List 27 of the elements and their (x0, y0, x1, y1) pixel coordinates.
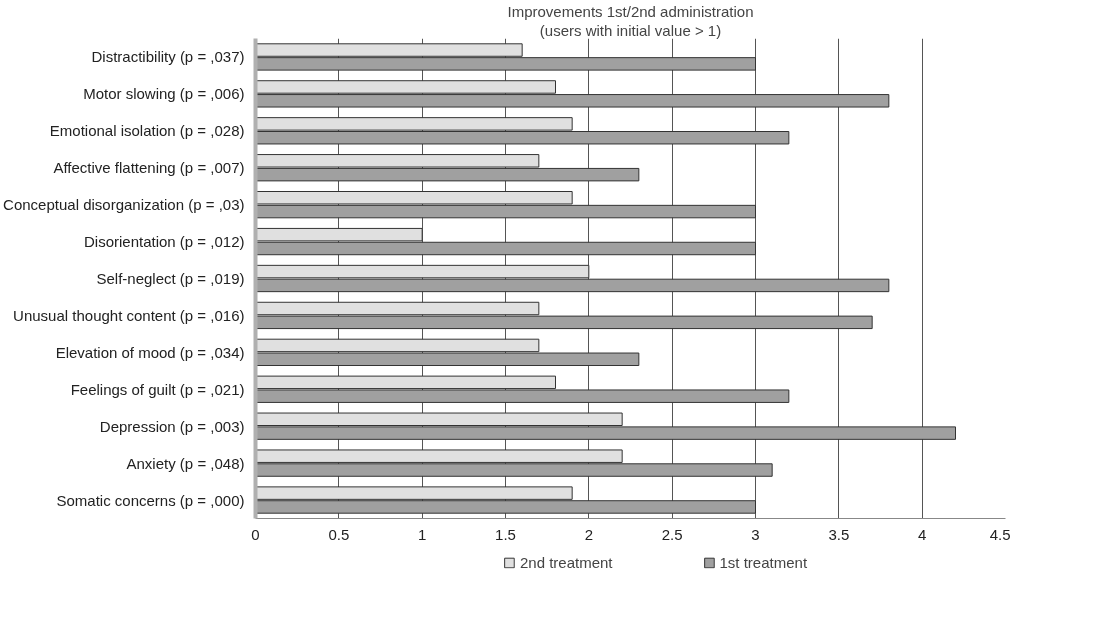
y-tick-label: Self-neglect (p = ,019) (96, 270, 245, 287)
y-tick-label: Feelings of guilt (p = ,021) (70, 380, 245, 398)
y-tick-label: Motor slowing (p = ,006) (83, 85, 245, 103)
chart-subtitle: (users with initial value > 1) (539, 21, 722, 39)
y-tick-label: Depression (p = ,003) (99, 417, 245, 435)
y-tick-label: Distractibility (p = ,037) (91, 48, 245, 66)
y-tick-label: Affective flattening (p = ,007) (53, 159, 245, 177)
x-tick-label: 0.5 (328, 525, 350, 543)
x-tick-label: 0 (251, 525, 260, 543)
x-tick-label: 2.5 (661, 525, 683, 543)
legend-label: 2nd treatment (519, 553, 613, 571)
y-tick-label: Unusual thought content (p = ,016) (13, 306, 245, 324)
x-tick-label: 2 (584, 525, 594, 543)
x-tick-label: 3.5 (828, 525, 850, 543)
y-tick-label: Elevation of mood (p = ,034) (55, 343, 245, 361)
y-tick-label: Conceptual disorganization (p = ,03) (3, 196, 245, 214)
x-tick-label: 1.5 (495, 525, 516, 543)
y-tick-label: Somatic concerns (p = ,000) (56, 491, 245, 509)
y-tick-label: Anxiety (p = ,048) (126, 454, 245, 472)
x-tick-label: 4 (918, 525, 927, 543)
x-tick-label: 3 (751, 525, 760, 543)
x-tick-label: 1 (418, 525, 427, 543)
x-tick-label: 4.5 (989, 525, 1011, 543)
chart-title: Improvements 1st/2nd administration (507, 2, 754, 20)
legend-label: 1st treatment (719, 553, 808, 571)
y-tick-label: Emotional isolation (p = ,028) (49, 122, 245, 140)
y-tick-label: Disorientation (p = ,012) (84, 233, 245, 251)
